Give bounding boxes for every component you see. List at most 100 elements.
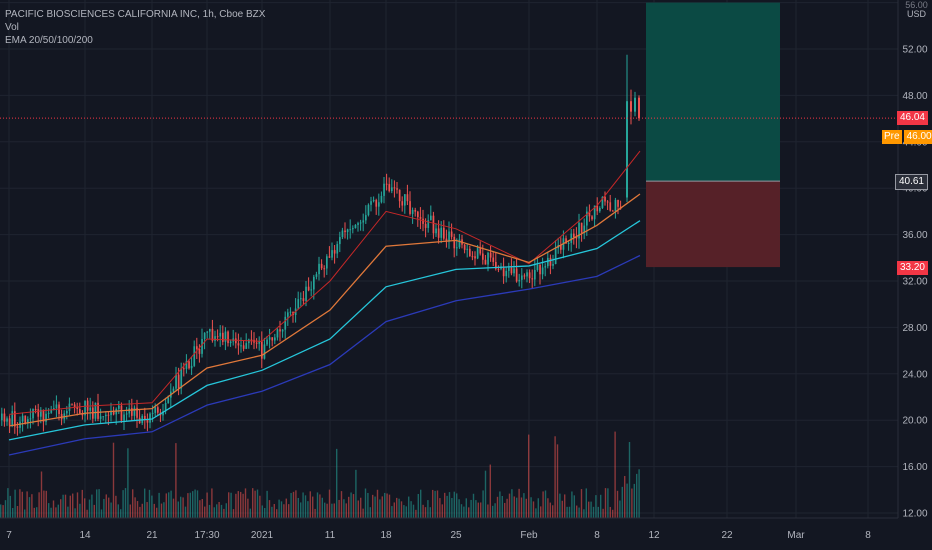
candle-body: [417, 211, 419, 218]
volume-bar: [374, 496, 376, 518]
volume-bar: [156, 507, 158, 518]
candle-body: [440, 227, 443, 238]
stop-price-label: 33.20: [896, 261, 928, 275]
volume-bar: [218, 501, 220, 518]
candle-body: [255, 342, 258, 344]
volume-bar: [609, 506, 611, 518]
volume-bar: [256, 489, 259, 518]
profit-zone: [646, 2, 780, 182]
candle-body: [471, 256, 474, 258]
volume-bar: [21, 491, 23, 518]
volume-bar: [172, 498, 175, 518]
candle-body: [250, 339, 253, 341]
volume-bar: [456, 493, 458, 518]
volume-bar: [64, 494, 67, 518]
candle-body: [105, 414, 107, 417]
volume-bar: [501, 495, 503, 518]
candle-body: [118, 405, 120, 409]
candle-body: [47, 412, 50, 414]
volume-bar: [434, 490, 436, 518]
volume-bar: [624, 476, 626, 518]
volume-bar: [427, 500, 429, 518]
volume-bar: [93, 504, 95, 518]
volume-bar: [280, 501, 283, 518]
loss-zone: [646, 181, 780, 268]
candle-body: [513, 268, 515, 274]
currency-label[interactable]: 56.00 USD: [901, 1, 932, 21]
volume-indicator-label[interactable]: Vol: [5, 22, 19, 33]
candle-body: [89, 407, 92, 411]
candle-body: [362, 220, 365, 223]
candle-body: [484, 259, 487, 265]
candle-body: [203, 332, 206, 340]
volume-bar: [232, 509, 235, 518]
volume-bars: [0, 431, 640, 518]
volume-bar: [19, 489, 21, 518]
volume-bar: [76, 492, 79, 518]
time-tick-label: 11: [325, 530, 336, 541]
volume-bar: [290, 493, 292, 518]
candle-body: [336, 244, 339, 254]
candle-body: [349, 229, 352, 231]
candle-body: [554, 248, 557, 265]
volume-bar: [544, 490, 547, 518]
volume-bar: [496, 496, 499, 518]
candle-body: [430, 215, 432, 221]
volume-bar: [300, 502, 302, 518]
volume-bar: [235, 493, 237, 518]
volume-bar: [324, 502, 326, 518]
candle-body: [388, 184, 391, 192]
volume-bar: [223, 508, 225, 518]
candle-body: [583, 225, 586, 233]
candle-body: [53, 408, 55, 411]
volume-bar: [340, 491, 343, 518]
volume-bar: [278, 499, 280, 518]
volume-bar: [319, 494, 321, 518]
volume-bar: [379, 499, 381, 518]
candle-body: [375, 200, 378, 207]
volume-bar: [283, 504, 285, 518]
candle-body: [81, 413, 84, 416]
candle-body: [55, 404, 58, 409]
volume-bar: [415, 509, 417, 518]
candle-body: [162, 411, 164, 416]
volume-bar: [168, 492, 170, 518]
volume-bar: [595, 495, 597, 518]
candle-body: [323, 268, 326, 270]
candle-body: [79, 408, 81, 414]
ema-indicator-label[interactable]: EMA 20/50/100/200: [5, 35, 93, 46]
candle-body: [274, 337, 276, 341]
volume-bar: [600, 494, 602, 518]
volume-bar: [619, 500, 621, 518]
candle-body: [630, 101, 632, 112]
candle-body: [151, 412, 154, 414]
candle-body: [352, 228, 354, 230]
candle-body: [245, 343, 248, 349]
candle-body: [575, 237, 578, 239]
volume-bar: [189, 492, 191, 518]
volume-bar: [549, 502, 551, 518]
volume-bar: [360, 497, 362, 518]
volume-bar: [432, 489, 434, 518]
candle-body: [354, 224, 357, 229]
volume-bar: [333, 503, 335, 518]
price-tick-label: 52.00: [902, 45, 927, 56]
volume-bar: [55, 507, 57, 518]
time-tick-label: 14: [79, 530, 91, 541]
candle-body: [596, 205, 599, 212]
candle-body: [112, 411, 115, 415]
time-tick-label: 21: [146, 530, 158, 541]
volume-bar: [381, 496, 383, 518]
symbol-title[interactable]: PACIFIC BIOSCIENCES CALIFORNIA INC, 1h, …: [5, 9, 266, 20]
volume-bar: [590, 501, 592, 518]
volume-bar: [302, 492, 304, 518]
volume-bar: [261, 505, 263, 518]
candle-body: [216, 336, 219, 338]
volume-bar: [508, 493, 511, 518]
time-tick-label: 17:30: [194, 530, 219, 541]
candle-body: [450, 231, 453, 237]
candle-body: [432, 215, 435, 234]
candle-body: [29, 418, 32, 420]
